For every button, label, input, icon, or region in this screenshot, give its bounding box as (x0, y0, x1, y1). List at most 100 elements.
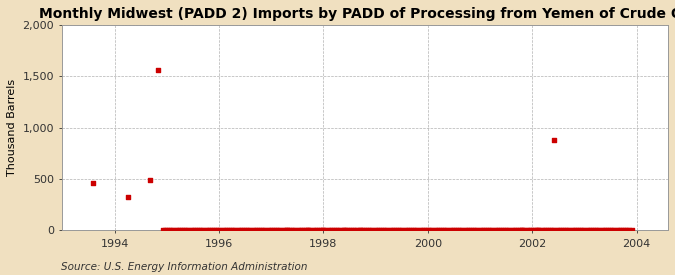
Point (200, 228, 211, 233)
Point (87, 181, 98, 185)
Point (508, 228, 519, 233)
Point (386, 228, 397, 233)
Point (331, 228, 342, 233)
Point (122, 194, 133, 199)
Point (223, 228, 234, 233)
Point (157, 228, 168, 233)
Point (510, 228, 521, 233)
Point (474, 228, 485, 233)
Point (594, 228, 605, 233)
Point (316, 228, 327, 233)
Point (504, 228, 515, 233)
Point (427, 228, 438, 233)
Point (292, 228, 303, 233)
Point (423, 228, 433, 233)
Point (406, 228, 416, 233)
Point (579, 228, 590, 233)
Point (314, 228, 325, 233)
Point (327, 228, 338, 233)
Point (207, 228, 217, 233)
Point (166, 228, 177, 233)
Point (221, 228, 232, 233)
Point (402, 228, 412, 233)
Point (532, 228, 543, 232)
Point (596, 228, 607, 233)
Point (260, 228, 271, 233)
Point (433, 228, 444, 233)
Point (196, 228, 207, 233)
Point (562, 228, 572, 233)
Point (311, 228, 322, 233)
Point (391, 228, 402, 233)
Point (348, 228, 358, 233)
Point (429, 228, 440, 233)
Point (177, 228, 188, 233)
Point (153, 68, 163, 72)
Point (360, 228, 371, 233)
Point (371, 228, 382, 233)
Point (414, 228, 425, 233)
Point (437, 228, 448, 233)
Point (213, 228, 223, 233)
Point (378, 228, 389, 233)
Point (435, 228, 446, 233)
Point (472, 228, 483, 233)
Point (159, 228, 170, 233)
Point (564, 228, 575, 233)
Point (587, 228, 598, 233)
Point (192, 228, 202, 233)
Point (367, 228, 378, 233)
Point (611, 228, 622, 233)
Point (288, 228, 298, 233)
Point (170, 228, 181, 233)
Point (164, 228, 175, 233)
Point (322, 228, 333, 233)
Point (457, 228, 468, 233)
Point (365, 228, 376, 233)
Point (616, 228, 626, 233)
Point (205, 228, 215, 233)
Point (344, 228, 354, 233)
Point (493, 228, 504, 233)
Point (412, 228, 423, 233)
Point (549, 138, 560, 142)
Point (215, 228, 226, 233)
Point (453, 228, 464, 233)
Point (190, 228, 200, 233)
Point (601, 228, 612, 233)
Point (590, 228, 601, 233)
Text: Source: U.S. Energy Information Administration: Source: U.S. Energy Information Administ… (61, 262, 307, 272)
Point (521, 228, 532, 233)
Point (281, 228, 292, 232)
Point (393, 228, 404, 233)
Point (202, 228, 213, 233)
Point (572, 228, 583, 233)
Point (305, 228, 316, 233)
Point (566, 228, 577, 233)
Point (481, 228, 491, 233)
Point (172, 228, 183, 233)
Point (416, 228, 427, 233)
Point (455, 228, 466, 233)
Point (528, 228, 539, 233)
Point (354, 228, 365, 233)
Point (376, 228, 387, 233)
Point (626, 228, 637, 233)
Point (545, 228, 556, 233)
Point (408, 228, 418, 233)
Point (470, 228, 481, 233)
Point (281, 228, 292, 233)
Point (577, 228, 588, 233)
Point (592, 228, 603, 233)
Point (346, 228, 356, 233)
Point (219, 228, 230, 233)
Point (211, 228, 221, 233)
Point (187, 228, 198, 233)
Point (324, 228, 335, 233)
Point (329, 228, 340, 233)
Point (239, 228, 250, 233)
Point (497, 228, 508, 233)
Point (585, 228, 596, 233)
Point (320, 228, 331, 233)
Point (526, 228, 537, 233)
